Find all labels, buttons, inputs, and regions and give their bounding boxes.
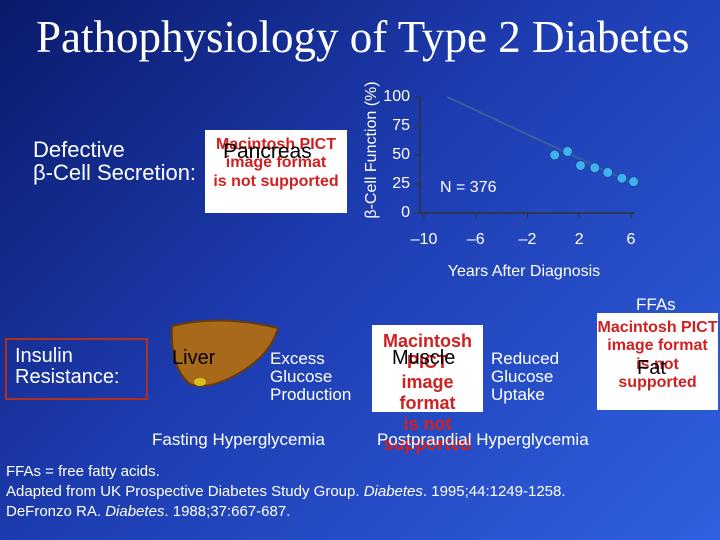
line: Reduced xyxy=(491,349,560,368)
journal: Diabetes xyxy=(105,503,165,520)
line: Resistance: xyxy=(15,366,120,388)
data-point xyxy=(628,176,640,188)
line: Glucose xyxy=(491,366,554,386)
placeholder-text: image format xyxy=(225,154,327,172)
line: Defective xyxy=(33,137,125,162)
label: Fasting Hyperglycemia xyxy=(152,430,325,449)
text: Adapted from UK Prospective Diabetes Stu… xyxy=(6,483,364,500)
liver-icon xyxy=(170,319,280,387)
x-axis-label: Years After Diagnosis xyxy=(448,263,600,280)
x-tick-label: –10 xyxy=(411,231,438,248)
label: Postprandial Hyperglycemia xyxy=(377,430,589,449)
image-placeholder: Macintosh PICT image format is not suppo… xyxy=(205,130,347,213)
y-tick-label: 25 xyxy=(392,175,410,192)
placeholder-text: image format xyxy=(399,372,456,414)
line: Glucose xyxy=(270,366,333,386)
line: Uptake xyxy=(491,384,545,404)
x-tick-label: 2 xyxy=(575,231,584,248)
label-box: Insulin Resistance: xyxy=(5,338,148,400)
x-tick-label: 6 xyxy=(627,231,636,248)
footnotes: FFAs = free fatty acids. Adapted from UK… xyxy=(6,462,566,522)
line: Production xyxy=(270,384,352,404)
label: FFAs xyxy=(636,295,676,314)
data-point xyxy=(549,149,561,161)
x-tick-label: –2 xyxy=(519,231,537,248)
y-tick-label: 50 xyxy=(392,146,410,163)
y-axis-label: β-Cell Function (%) xyxy=(363,81,380,218)
label: Liver xyxy=(172,347,216,369)
image-placeholder: Macintosh PICT image format is not suppo… xyxy=(372,325,483,454)
annotation: N = 376 xyxy=(440,179,497,196)
placeholder-text: Macintosh PICT xyxy=(382,331,472,372)
image-placeholder: Macintosh PICT image format is not suppo… xyxy=(597,313,718,410)
data-point xyxy=(602,166,614,178)
footnote: FFAs = free fatty acids. xyxy=(6,462,566,482)
placeholder-text: image format xyxy=(607,337,708,355)
title: Pathophysiology of Type 2 Diabetes xyxy=(36,12,690,62)
placeholder-text: is not supported xyxy=(383,413,472,455)
footnote: DeFronzo RA. Diabetes. 1988;37:667-687. xyxy=(6,502,566,522)
text: . 1995;44:1249-1258. xyxy=(422,483,566,500)
journal: Diabetes xyxy=(363,483,423,500)
label: Fat xyxy=(637,357,666,379)
y-tick-label: 75 xyxy=(392,117,410,134)
label: Muscle xyxy=(392,347,456,369)
text: FFAs = free fatty acids. xyxy=(6,463,160,480)
y-tick-label: 0 xyxy=(401,204,410,221)
placeholder-text: is not supported xyxy=(618,355,697,392)
data-point xyxy=(562,146,574,158)
placeholder-text: Macintosh PICT xyxy=(215,136,336,153)
line: Excess xyxy=(270,349,325,368)
label: Excess Glucose Production xyxy=(270,350,351,404)
label: Reduced Glucose Uptake xyxy=(491,350,559,404)
data-point xyxy=(575,159,587,171)
data-point xyxy=(589,162,601,174)
placeholder-text: Macintosh PICT xyxy=(597,319,718,336)
footnote: Adapted from UK Prospective Diabetes Stu… xyxy=(6,482,566,502)
x-tick-label: –6 xyxy=(467,231,485,248)
line: Insulin xyxy=(15,345,73,367)
placeholder-text: is not supported xyxy=(213,172,339,190)
data-point xyxy=(616,172,628,184)
chart: β-Cell Function (%) Years After Diagnosi… xyxy=(363,81,640,280)
text: . 1988;37:667-687. xyxy=(164,503,291,520)
y-tick-label: 100 xyxy=(383,88,410,105)
label: Pancreas xyxy=(223,140,312,163)
label: Defective β-Cell Secretion: xyxy=(33,138,196,184)
text: DeFronzo RA. xyxy=(6,503,106,520)
line: β-Cell Secretion: xyxy=(33,160,197,186)
